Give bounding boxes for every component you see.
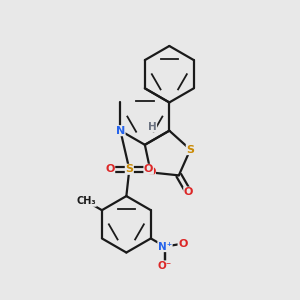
Text: O: O <box>184 187 193 197</box>
Text: CH₃: CH₃ <box>76 196 96 206</box>
Text: O: O <box>178 238 188 249</box>
Text: O: O <box>144 164 153 174</box>
Text: N: N <box>116 126 125 136</box>
Text: O: O <box>105 164 115 174</box>
Text: S: S <box>186 145 194 154</box>
Text: N⁺: N⁺ <box>158 242 172 252</box>
Text: H: H <box>148 122 157 132</box>
Text: S: S <box>125 164 133 174</box>
Text: O: O <box>146 167 155 177</box>
Text: O⁻: O⁻ <box>158 261 172 271</box>
